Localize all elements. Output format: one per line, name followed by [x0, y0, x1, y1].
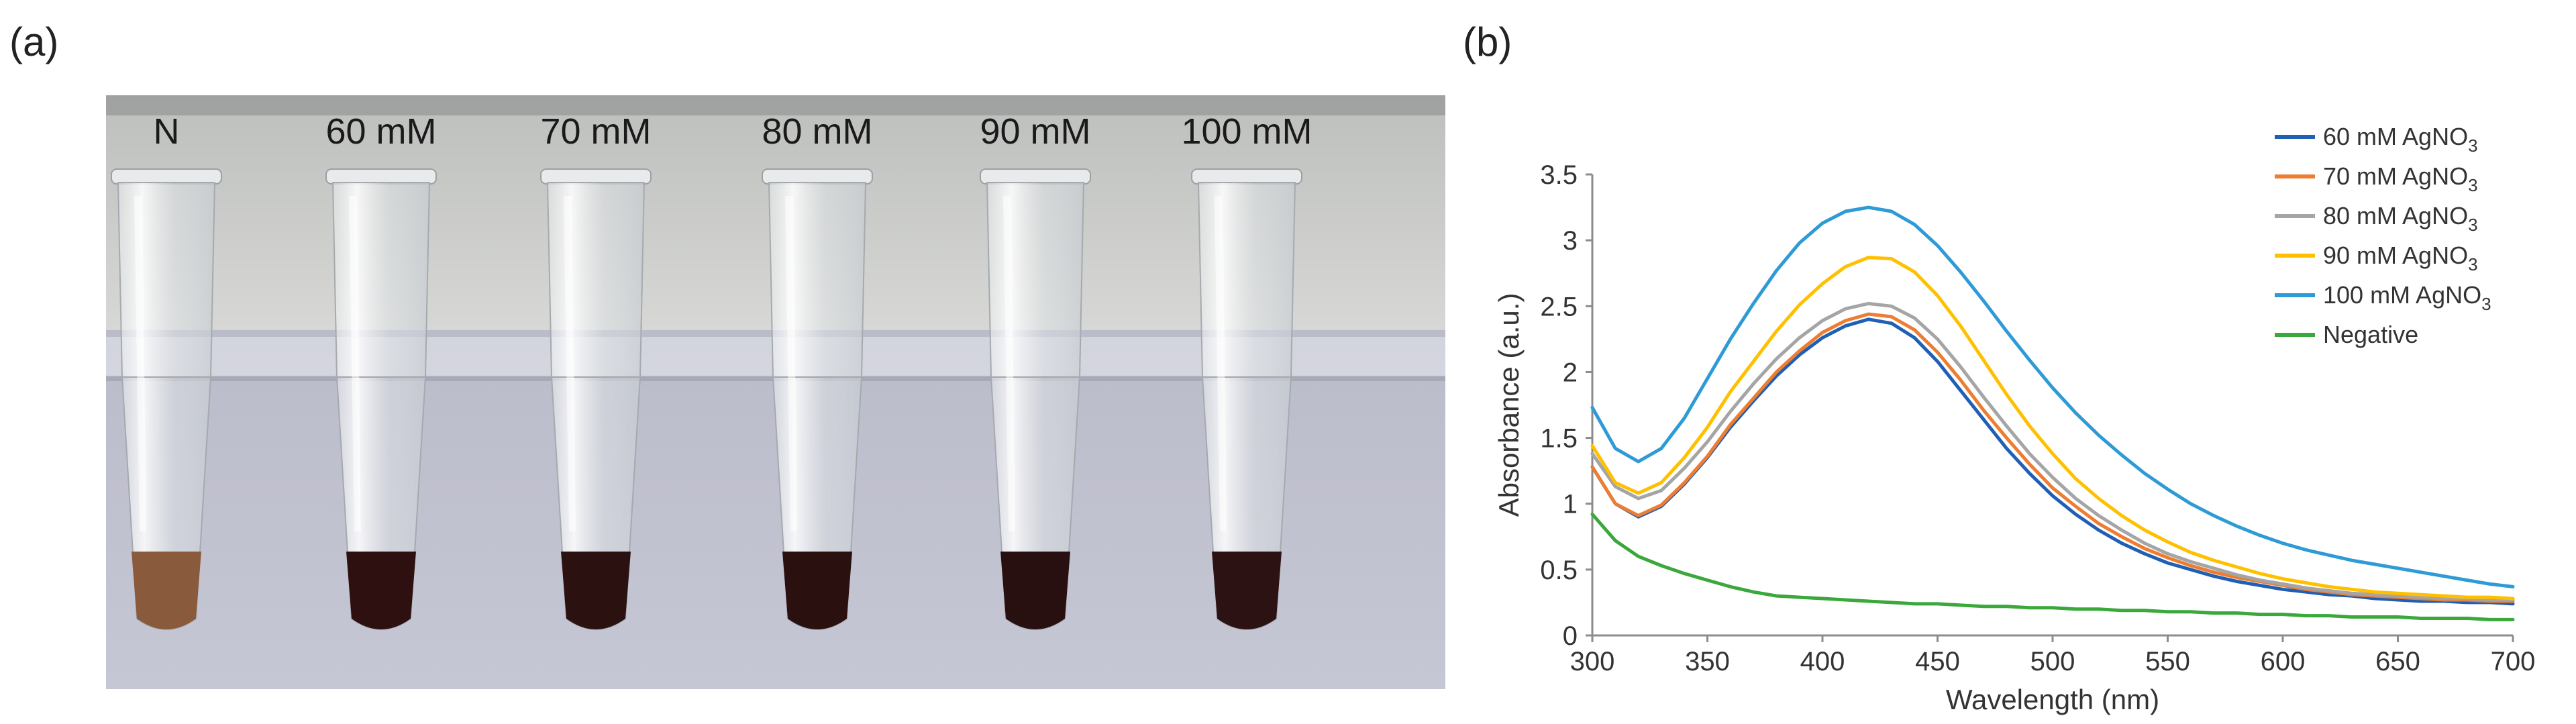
y-tick-label: 1.5 [1540, 424, 1578, 454]
tube-body [768, 182, 867, 378]
tube-body [331, 182, 431, 378]
tube-label: 70 mM [540, 111, 651, 152]
tube-liquid [1000, 552, 1070, 629]
tube-body [986, 182, 1085, 378]
tube-liquid [782, 552, 852, 629]
chart-legend: 60 mM AgNO3 70 mM AgNO3 80 mM AgNO3 90 mM A… [2275, 123, 2491, 348]
legend-item-1: 60 mM AgNO3 [2275, 123, 2478, 156]
panel-b-label: (b) [1463, 19, 1512, 64]
tube-body [117, 182, 216, 378]
legend-label: 90 mM AgNO3 [2323, 242, 2478, 274]
y-axis-title: Absorbance (a.u.) [1493, 293, 1525, 517]
tube-1: N [111, 111, 222, 630]
legend-label: 80 mM AgNO3 [2323, 202, 2478, 235]
legend-item-2: 70 mM AgNO3 [2275, 162, 2478, 195]
y-tick-label: 2.5 [1540, 292, 1578, 321]
tube-lid [540, 168, 652, 185]
series-line-2 [1590, 312, 2515, 603]
x-tick-label: 700 [2491, 647, 2536, 676]
x-tick-label: 550 [2145, 647, 2190, 676]
legend-item-3: 80 mM AgNO3 [2275, 202, 2478, 235]
legend-item-4: 90 mM AgNO3 [2275, 242, 2478, 274]
tube-liquid [346, 552, 416, 629]
tube-lid [762, 168, 873, 185]
x-tick-label: 500 [2030, 647, 2075, 676]
legend-label: 70 mM AgNO3 [2323, 162, 2478, 195]
tube-2: 60 mM [325, 111, 437, 630]
y-tick-label: 1 [1563, 490, 1578, 519]
panel-a-label: (a) [9, 19, 59, 64]
tube-body [1197, 182, 1296, 378]
tube-highlight [564, 196, 576, 531]
tube-label: 60 mM [325, 111, 436, 152]
tube-label: 100 mM [1181, 111, 1312, 152]
tube-photo: N 60 mM 70 mM 80 mM 90 mM 100 mM [106, 95, 1445, 689]
y-tick-label: 2 [1563, 358, 1578, 387]
y-tick-label: 0 [1563, 621, 1578, 651]
x-tick-label: 300 [1570, 647, 1615, 676]
tube-5: 90 mM [980, 111, 1091, 630]
x-tick-label: 450 [1915, 647, 1960, 676]
legend-label: 60 mM AgNO3 [2323, 123, 2478, 156]
legend-label: 100 mM AgNO3 [2323, 281, 2491, 314]
tube-liquid [132, 552, 201, 629]
tube-highlight [134, 196, 146, 531]
y-tick-label: 3 [1563, 226, 1578, 256]
legend-item-5: 100 mM AgNO3 [2275, 281, 2491, 314]
series-line-6 [1590, 512, 2515, 621]
tube-6: 100 mM [1181, 111, 1312, 630]
x-axis-title: Wavelength (nm) [1946, 684, 2159, 715]
y-tick-label: 3.5 [1540, 160, 1578, 190]
tube-label: 90 mM [980, 111, 1090, 152]
legend-label: Negative [2323, 321, 2418, 348]
x-tick-label: 350 [1685, 647, 1730, 676]
x-tick-label: 650 [2375, 647, 2420, 676]
tube-highlight [1215, 196, 1227, 531]
tube-body [546, 182, 646, 378]
series-line-5 [1590, 205, 2515, 588]
tube-lid [980, 168, 1091, 185]
tube-label: 80 mM [762, 111, 872, 152]
series-line-3 [1590, 301, 2515, 602]
tube-label: N [154, 111, 180, 152]
tube-highlight [349, 196, 361, 531]
tube-highlight [785, 196, 797, 531]
x-tick-label: 600 [2261, 647, 2306, 676]
legend-item-6: Negative [2275, 321, 2418, 348]
tube-3: 70 mM [540, 111, 652, 630]
tube-lid [1191, 168, 1302, 185]
tube-highlight [1003, 196, 1015, 531]
series-line-1 [1590, 317, 2515, 606]
tube-lid [111, 168, 222, 185]
absorbance-chart: 300 350 400 450 500 550 600 650 700 0 0.5 1 1.5 2 2.5 3… [1493, 123, 2536, 715]
tube-liquid [561, 552, 631, 629]
series-line-4 [1590, 256, 2515, 601]
tube-4: 80 mM [762, 111, 873, 630]
y-tick-label: 0.5 [1540, 556, 1578, 585]
tube-lid [325, 168, 437, 185]
tube-liquid [1212, 552, 1282, 629]
x-tick-label: 400 [1800, 647, 1845, 676]
